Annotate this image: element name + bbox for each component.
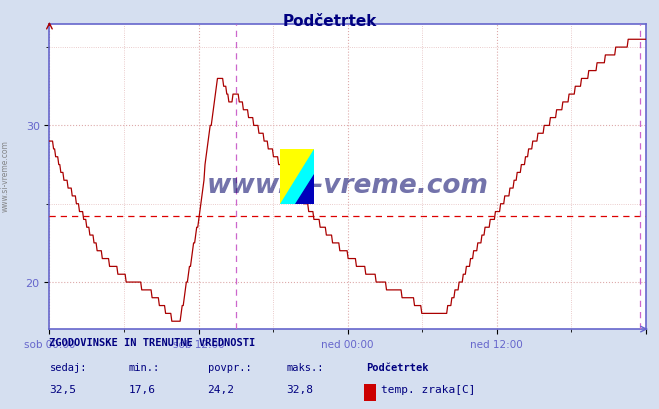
Text: 24,2: 24,2 <box>208 384 235 394</box>
Text: 32,5: 32,5 <box>49 384 76 394</box>
Text: www.si-vreme.com: www.si-vreme.com <box>207 173 488 199</box>
Polygon shape <box>280 149 314 204</box>
Text: sedaj:: sedaj: <box>49 362 87 372</box>
Text: min.:: min.: <box>129 362 159 372</box>
Text: 32,8: 32,8 <box>287 384 314 394</box>
Text: www.si-vreme.com: www.si-vreme.com <box>1 140 10 212</box>
Text: maks.:: maks.: <box>287 362 324 372</box>
Text: temp. zraka[C]: temp. zraka[C] <box>381 384 475 394</box>
Text: povpr.:: povpr.: <box>208 362 251 372</box>
Polygon shape <box>280 149 314 177</box>
Text: Podčetrtek: Podčetrtek <box>282 14 377 29</box>
Text: Podčetrtek: Podčetrtek <box>366 362 428 372</box>
Text: 17,6: 17,6 <box>129 384 156 394</box>
Text: ZGODOVINSKE IN TRENUTNE VREDNOSTI: ZGODOVINSKE IN TRENUTNE VREDNOSTI <box>49 337 256 347</box>
Polygon shape <box>280 149 314 204</box>
Polygon shape <box>295 174 314 204</box>
